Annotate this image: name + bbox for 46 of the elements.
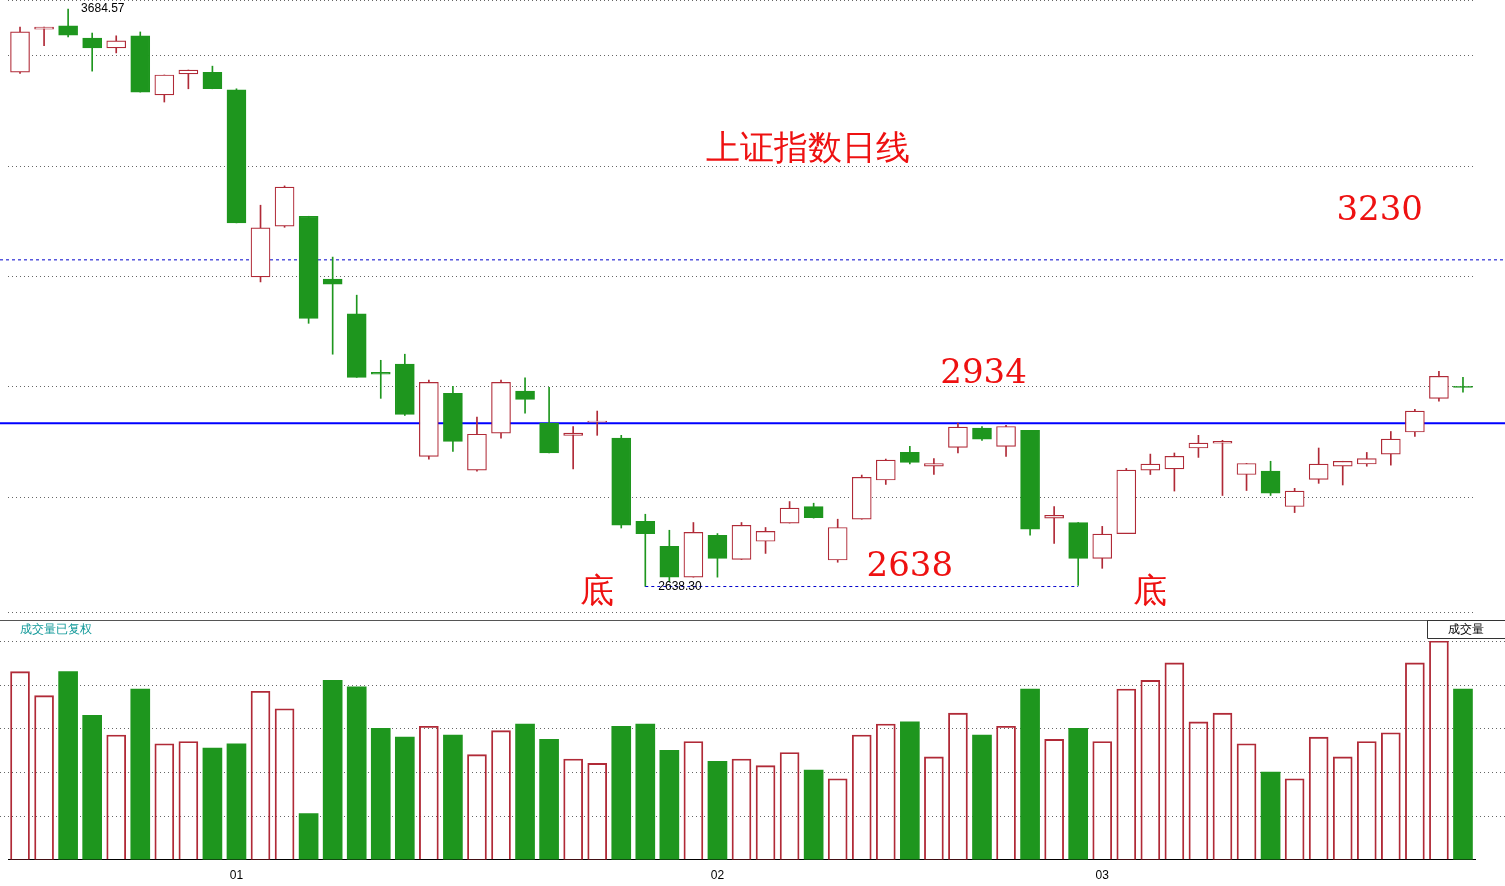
bar xyxy=(1260,771,1281,860)
x-tick-label: 03 xyxy=(1095,868,1110,883)
bar xyxy=(346,686,367,860)
annotation: 2638.30 xyxy=(658,578,703,593)
candlestick xyxy=(1332,460,1353,486)
bar xyxy=(1453,688,1473,860)
bar xyxy=(58,671,78,860)
candlestick xyxy=(515,377,535,414)
bar xyxy=(539,739,559,860)
bar xyxy=(659,749,680,860)
bar xyxy=(611,725,632,860)
candlestick xyxy=(1044,506,1064,544)
annotation: 3684.57 xyxy=(81,1,125,16)
bar xyxy=(443,734,463,860)
x-tick-label: 01 xyxy=(229,868,244,883)
candlestick xyxy=(924,458,944,475)
bar xyxy=(635,723,656,860)
text: 成交量已复权 xyxy=(20,622,92,637)
candlestick xyxy=(587,410,608,436)
bar xyxy=(130,688,151,860)
bar xyxy=(803,769,824,860)
bar xyxy=(322,680,343,860)
annotation: 底 xyxy=(580,569,615,610)
bar xyxy=(900,721,920,860)
annotation: 底 xyxy=(1133,569,1168,610)
candlestick xyxy=(635,513,656,587)
series-label: 2638 xyxy=(866,544,954,585)
bar xyxy=(370,728,391,860)
bar xyxy=(972,734,992,860)
bar xyxy=(298,813,319,860)
text: 上证指数日线 xyxy=(705,126,910,167)
x-tick-label: 02 xyxy=(710,868,725,883)
bar xyxy=(394,736,415,860)
ref-line-label: 2934 xyxy=(940,351,1027,392)
bar xyxy=(82,714,102,860)
bar xyxy=(707,760,728,860)
bar xyxy=(1068,728,1089,860)
ref-line-label: 3230 xyxy=(1336,187,1423,228)
bar xyxy=(202,747,223,860)
bar xyxy=(1020,688,1040,860)
bar xyxy=(515,723,535,860)
candlestick xyxy=(563,426,583,470)
bar xyxy=(226,743,247,860)
candlestick xyxy=(1453,377,1473,393)
text: 成交量 xyxy=(1448,622,1484,637)
candlestick xyxy=(370,359,391,399)
